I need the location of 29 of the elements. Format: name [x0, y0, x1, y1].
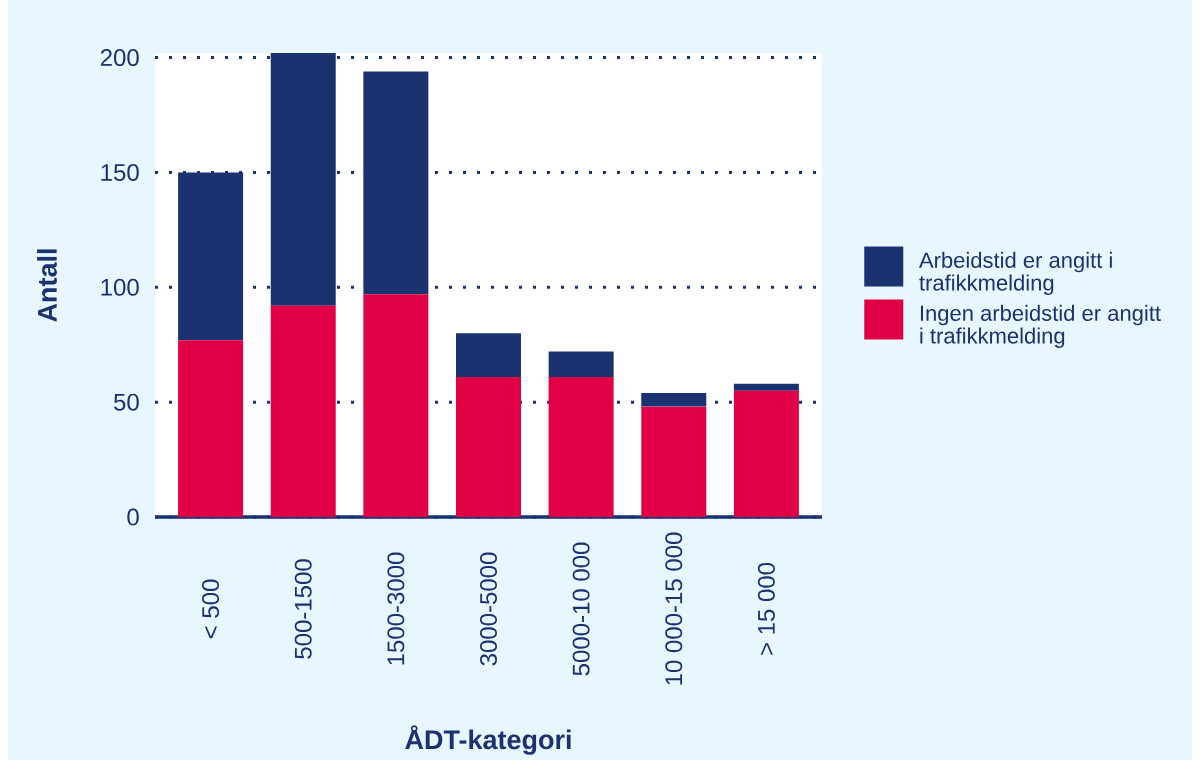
x-tick-label: > 15 000 — [757, 562, 775, 655]
bar — [178, 340, 244, 517]
legend-label: Ingen arbeidstid er angitt i trafikkmelding — [920, 304, 1161, 348]
x-tick-label: 5000-10 000 — [572, 542, 590, 676]
bar — [548, 351, 614, 377]
x-axis-title: ÅDT-kategori — [405, 725, 571, 755]
bar — [363, 294, 429, 517]
y-tick-label: 150 — [101, 163, 139, 181]
legend-label: Arbeidstid er angitt i trafikkmelding — [918, 251, 1112, 295]
y-tick-label: 0 — [127, 508, 139, 526]
bar — [178, 172, 244, 341]
bar — [641, 406, 707, 517]
x-tick-label: 500-1500 — [294, 559, 312, 659]
y-tick-label: 50 — [114, 393, 139, 411]
bar — [456, 333, 521, 377]
x-tick-label: 1500-3000 — [387, 552, 405, 665]
bar — [733, 390, 799, 517]
y-tick-label: 200 — [100, 49, 139, 67]
x-tick-label: < 500 — [202, 579, 220, 639]
x-tick-label: 3000-5000 — [479, 552, 497, 666]
bar — [733, 383, 799, 391]
bar — [270, 305, 336, 517]
y-axis-title: Antall — [37, 249, 57, 322]
x-tick-label: 10 000-15 000 — [665, 532, 683, 685]
bar — [363, 71, 429, 295]
y-tick-label: 100 — [101, 278, 139, 296]
bar — [456, 376, 521, 517]
bar — [641, 392, 707, 407]
bar — [548, 376, 614, 517]
